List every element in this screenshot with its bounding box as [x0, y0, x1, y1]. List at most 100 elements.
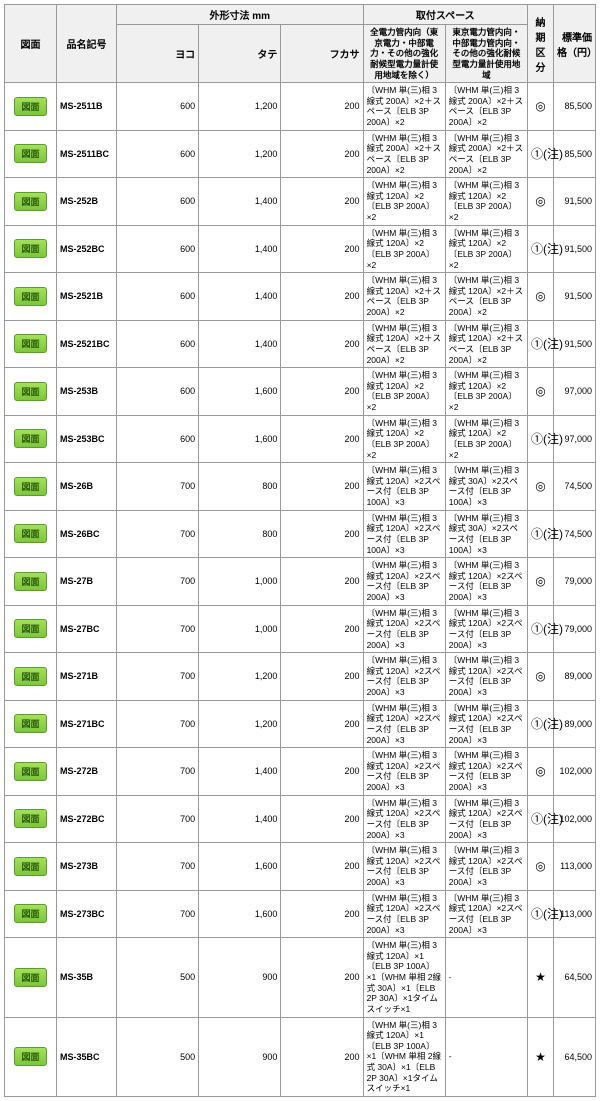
cell-yoko: 700 [117, 463, 199, 511]
zumen-button[interactable]: 図面 [14, 968, 46, 987]
cell-spec2: - [445, 938, 527, 1017]
cell-spec2: 〔WHM 単(三)相 3線式 30A〕×2スペース付〔ELB 3P 100A〕×… [445, 463, 527, 511]
cell-tate: 800 [199, 463, 281, 511]
header-price: 標準価格（円） [554, 5, 596, 83]
cell-nouki: ①(注) [528, 605, 554, 653]
cell-price: 85,500 [554, 83, 596, 131]
zumen-button[interactable]: 図面 [14, 714, 46, 733]
cell-nouki: ①(注) [528, 700, 554, 748]
zumen-button[interactable]: 図面 [14, 809, 46, 828]
cell-yoko: 700 [117, 890, 199, 938]
cell-code: MS-27B [57, 558, 117, 606]
cell-spec2: 〔WHM 単(三)相 3線式 120A〕×2スペース付〔ELB 3P 200A〕… [445, 558, 527, 606]
zumen-button[interactable]: 図面 [14, 762, 46, 781]
cell-yoko: 600 [117, 225, 199, 273]
cell-fukasa: 200 [281, 463, 363, 511]
table-row: 図面MS-253B6001,600200〔WHM 単(三)相 3線式 120A〕… [5, 368, 596, 416]
cell-price: 64,500 [554, 1017, 596, 1096]
cell-spec2: 〔WHM 単(三)相 3線式 120A〕×2〔ELB 3P 200A〕×2 [445, 178, 527, 226]
cell-nouki: ◎ [528, 653, 554, 701]
table-header: 図面 品名記号 外形寸法 mm 取付スペース 納期区分 標準価格（円） ヨコ タ… [5, 5, 596, 83]
cell-spec2: 〔WHM 単(三)相 3線式 120A〕×2＋スペース〔ELB 3P 200A〕… [445, 320, 527, 368]
cell-tate: 1,000 [199, 558, 281, 606]
cell-price: 113,000 [554, 843, 596, 891]
cell-spec1: 〔WHM 単(三)相 3線式 120A〕×2スペース付〔ELB 3P 100A〕… [363, 510, 445, 558]
cell-spec2: 〔WHM 単(三)相 3線式 120A〕×2スペース付〔ELB 3P 200A〕… [445, 795, 527, 843]
table-row: 図面MS-2511BC6001,200200〔WHM 単(三)相 3線式 200… [5, 130, 596, 178]
cell-fukasa: 200 [281, 1017, 363, 1096]
cell-yoko: 700 [117, 795, 199, 843]
cell-tate: 1,400 [199, 273, 281, 321]
zumen-button[interactable]: 図面 [14, 97, 46, 116]
cell-spec1: 〔WHM 単(三)相 3線式 120A〕×1〔ELB 3P 100A〕×1〔WH… [363, 938, 445, 1017]
cell-price: 89,000 [554, 653, 596, 701]
zumen-button[interactable]: 図面 [14, 382, 46, 401]
cell-spec1: 〔WHM 単(三)相 3線式 120A〕×2スペース付〔ELB 3P 200A〕… [363, 700, 445, 748]
cell-tate: 1,600 [199, 415, 281, 463]
cell-code: MS-253BC [57, 415, 117, 463]
cell-yoko: 600 [117, 178, 199, 226]
cell-price: 74,500 [554, 463, 596, 511]
cell-nouki: ★ [528, 938, 554, 1017]
cell-code: MS-273BC [57, 890, 117, 938]
zumen-button[interactable]: 図面 [14, 287, 46, 306]
zumen-button[interactable]: 図面 [14, 619, 46, 638]
cell-code: MS-26BC [57, 510, 117, 558]
cell-code: MS-27BC [57, 605, 117, 653]
zumen-button[interactable]: 図面 [14, 1047, 46, 1066]
zumen-button[interactable]: 図面 [14, 524, 46, 543]
zumen-button[interactable]: 図面 [14, 192, 46, 211]
cell-yoko: 700 [117, 653, 199, 701]
cell-code: MS-2511B [57, 83, 117, 131]
cell-tate: 1,200 [199, 83, 281, 131]
cell-code: MS-252BC [57, 225, 117, 273]
cell-tate: 1,600 [199, 843, 281, 891]
cell-nouki: ◎ [528, 273, 554, 321]
cell-tate: 1,200 [199, 653, 281, 701]
cell-code: MS-271BC [57, 700, 117, 748]
zumen-button[interactable]: 図面 [14, 239, 46, 258]
cell-nouki: ①(注) [528, 130, 554, 178]
cell-spec1: 〔WHM 単(三)相 3線式 120A〕×2〔ELB 3P 200A〕×2 [363, 415, 445, 463]
cell-nouki: ◎ [528, 368, 554, 416]
cell-spec1: 〔WHM 単(三)相 3線式 120A〕×1〔ELB 3P 100A〕×1〔WH… [363, 1017, 445, 1096]
cell-nouki: ◎ [528, 843, 554, 891]
cell-spec1: 〔WHM 単(三)相 3線式 120A〕×2スペース付〔ELB 3P 200A〕… [363, 605, 445, 653]
zumen-button[interactable]: 図面 [14, 477, 46, 496]
cell-nouki: ①(注) [528, 795, 554, 843]
cell-code: MS-2521B [57, 273, 117, 321]
zumen-button[interactable]: 図面 [14, 144, 46, 163]
cell-fukasa: 200 [281, 415, 363, 463]
table-row: 図面MS-253BC6001,600200〔WHM 単(三)相 3線式 120A… [5, 415, 596, 463]
cell-yoko: 600 [117, 320, 199, 368]
cell-yoko: 700 [117, 558, 199, 606]
cell-spec1: 〔WHM 単(三)相 3線式 120A〕×2スペース付〔ELB 3P 200A〕… [363, 890, 445, 938]
header-zumen: 図面 [5, 5, 57, 83]
cell-tate: 1,400 [199, 795, 281, 843]
table-row: 図面MS-26B700800200〔WHM 単(三)相 3線式 120A〕×2ス… [5, 463, 596, 511]
cell-code: MS-2521BC [57, 320, 117, 368]
zumen-button[interactable]: 図面 [14, 857, 46, 876]
cell-nouki: ①(注) [528, 415, 554, 463]
zumen-button[interactable]: 図面 [14, 572, 46, 591]
zumen-button[interactable]: 図面 [14, 904, 46, 923]
cell-spec1: 〔WHM 単(三)相 3線式 120A〕×2スペース付〔ELB 3P 200A〕… [363, 843, 445, 891]
cell-code: MS-253B [57, 368, 117, 416]
header-fukasa: フカサ [281, 25, 363, 83]
cell-spec1: 〔WHM 単(三)相 3線式 120A〕×2〔ELB 3P 200A〕×2 [363, 368, 445, 416]
cell-tate: 1,400 [199, 748, 281, 796]
table-row: 図面MS-2521B6001,400200〔WHM 単(三)相 3線式 120A… [5, 273, 596, 321]
cell-fukasa: 200 [281, 368, 363, 416]
cell-yoko: 700 [117, 700, 199, 748]
cell-spec2: 〔WHM 単(三)相 3線式 200A〕×2＋スペース〔ELB 3P 200A〕… [445, 130, 527, 178]
table-row: 図面MS-271B7001,200200〔WHM 単(三)相 3線式 120A〕… [5, 653, 596, 701]
zumen-button[interactable]: 図面 [14, 667, 46, 686]
cell-code: MS-2511BC [57, 130, 117, 178]
cell-spec1: 〔WHM 単(三)相 3線式 120A〕×2＋スペース〔ELB 3P 200A〕… [363, 273, 445, 321]
table-row: 図面MS-26BC700800200〔WHM 単(三)相 3線式 120A〕×2… [5, 510, 596, 558]
cell-code: MS-35B [57, 938, 117, 1017]
cell-price: 91,500 [554, 178, 596, 226]
zumen-button[interactable]: 図面 [14, 429, 46, 448]
table-body: 図面MS-2511B6001,200200〔WHM 単(三)相 3線式 200A… [5, 83, 596, 1097]
zumen-button[interactable]: 図面 [14, 334, 46, 353]
